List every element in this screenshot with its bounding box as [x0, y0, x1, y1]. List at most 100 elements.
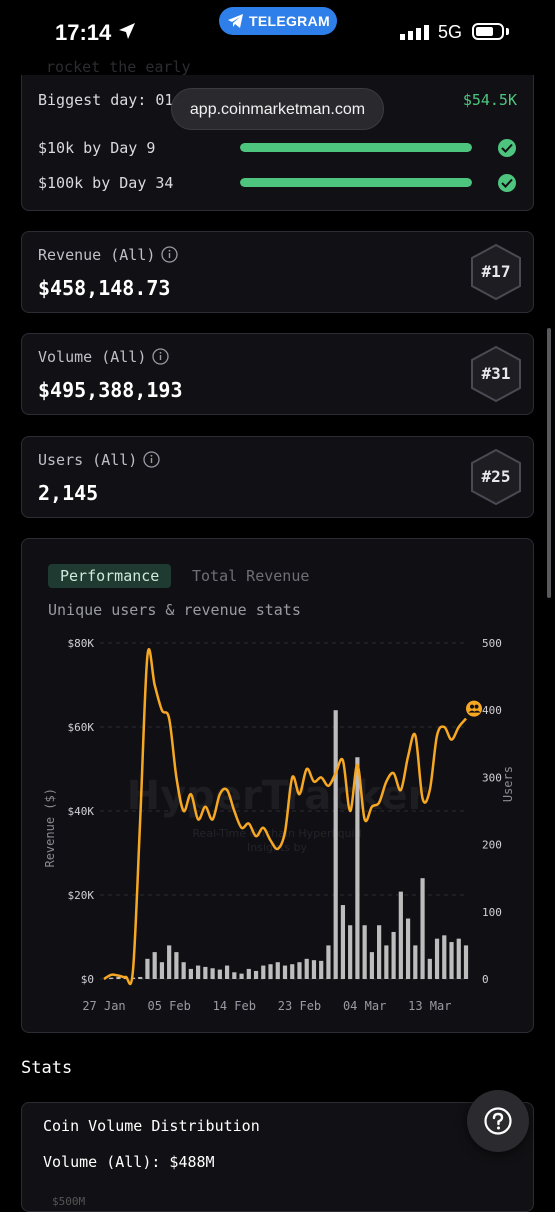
- telegram-back-pill[interactable]: TELEGRAM: [219, 7, 337, 35]
- bar-users: [116, 976, 121, 979]
- users-marker-head: [470, 704, 474, 709]
- bar-users: [159, 962, 165, 979]
- help-button[interactable]: [467, 1090, 529, 1152]
- distribution-volume: Volume (All): $488M: [43, 1153, 215, 1171]
- bar-users: [434, 938, 440, 979]
- revenue-value: $458,148.73: [38, 276, 171, 300]
- bar-users: [413, 945, 418, 979]
- bar-users: [442, 935, 447, 979]
- stats-section-title: Stats: [21, 1058, 73, 1078]
- ghost-text: rocket the early: [46, 58, 191, 76]
- check-circle-icon: [498, 174, 516, 192]
- x-tick-label: 14 Feb: [213, 999, 256, 1013]
- y-axis-label-left: Revenue ($): [43, 788, 57, 867]
- location-arrow-icon: [118, 22, 136, 44]
- users-marker-body: [468, 710, 481, 713]
- bar-users: [297, 962, 302, 979]
- bar-users: [427, 958, 432, 979]
- performance-chart-card: Performance Total Revenue Unique users &…: [21, 538, 534, 1033]
- x-tick-label: 27 Jan: [82, 999, 125, 1013]
- biggest-day-value: $54.5K: [462, 91, 517, 109]
- signal-icon: [400, 24, 430, 46]
- bar-users: [253, 970, 259, 979]
- y-tick-label-right: 100: [482, 906, 502, 919]
- bar-users: [196, 965, 201, 979]
- distribution-tick: $500M: [52, 1195, 86, 1208]
- page-scrollbar[interactable]: [547, 328, 551, 598]
- rank-badge: #17: [468, 242, 524, 302]
- milestone-progress-1: [240, 143, 472, 152]
- bar-users: [203, 966, 208, 979]
- users-title: Users (All): [38, 451, 160, 469]
- bar-users: [188, 968, 193, 979]
- info-icon[interactable]: [152, 348, 170, 365]
- bar-users: [311, 960, 317, 979]
- bar-users: [290, 964, 295, 979]
- biggest-day-label: Biggest day: 01: [38, 91, 174, 109]
- bar-users: [420, 878, 425, 979]
- volume-value: $495,388,193: [38, 378, 183, 402]
- revenue-card: Revenue (All) $458,148.73 #17: [21, 231, 534, 313]
- bar-users: [174, 952, 179, 979]
- bar-users: [246, 968, 251, 979]
- coin-volume-distribution-card: Coin Volume Distribution Volume (All): $…: [21, 1102, 534, 1212]
- bar-users: [224, 965, 230, 979]
- question-mark-icon: [484, 1107, 512, 1135]
- bar-users: [261, 965, 266, 979]
- milestone-label-2: $100k by Day 34: [38, 174, 174, 192]
- y-tick-label-right: 200: [482, 839, 502, 852]
- bar-users: [449, 942, 454, 979]
- users-value: 2,145: [38, 481, 99, 505]
- bar-users: [232, 972, 237, 979]
- bar-users: [398, 891, 403, 979]
- telegram-label: TELEGRAM: [249, 13, 330, 29]
- bar-users: [405, 918, 411, 979]
- rank-badge: #25: [468, 447, 524, 507]
- bar-users: [319, 960, 324, 979]
- chart-subtitle: Unique users & revenue stats: [48, 601, 301, 619]
- x-tick-label: 04 Mar: [343, 999, 386, 1013]
- tab-performance[interactable]: Performance: [48, 564, 172, 588]
- performance-chart: $0$20K$40K$60K$80K0100200300400500HyperT…: [43, 637, 515, 1013]
- battery-icon: [472, 23, 504, 40]
- bar-users: [355, 757, 360, 979]
- bar-users: [348, 925, 353, 979]
- status-bar: 17:14 TELEGRAM 5G: [0, 0, 555, 62]
- milestone-label-1: $10k by Day 9: [38, 139, 156, 157]
- bar-users: [152, 952, 157, 979]
- revenue-title: Revenue (All): [38, 246, 179, 264]
- users-marker-icon: [466, 700, 482, 717]
- chart-watermark-sub-1: Real-Time Onchain Hyperliquid: [192, 827, 361, 840]
- bar-users: [456, 938, 461, 979]
- y-axis-label-right: Users: [501, 766, 515, 802]
- bar-users: [167, 945, 172, 979]
- info-icon[interactable]: [161, 246, 179, 263]
- bar-users: [239, 973, 244, 979]
- bar-users: [275, 962, 280, 979]
- bar-users: [109, 977, 114, 979]
- tab-total-revenue[interactable]: Total Revenue: [192, 567, 310, 585]
- bar-users: [326, 945, 331, 979]
- info-icon[interactable]: [143, 451, 160, 468]
- y-tick-label-right: 300: [482, 771, 502, 784]
- bar-users: [282, 965, 288, 979]
- users-card: Users (All) 2,145 #25: [21, 436, 534, 518]
- telegram-icon: [228, 14, 243, 28]
- chart-watermark-sub-2: Insights by: [247, 841, 307, 854]
- volume-title: Volume (All): [38, 348, 170, 366]
- bar-users: [369, 952, 374, 979]
- bar-users: [362, 925, 367, 979]
- url-toast[interactable]: app.coinmarketman.com: [171, 88, 384, 130]
- bar-users: [391, 931, 396, 979]
- bar-users: [210, 968, 215, 979]
- y-tick-label-left: $40K: [68, 805, 95, 818]
- bar-users: [138, 976, 143, 979]
- y-tick-label-left: $0: [81, 973, 94, 986]
- status-time: 17:14: [55, 20, 112, 45]
- bar-users: [181, 962, 186, 979]
- y-tick-label-left: $60K: [68, 721, 95, 734]
- battery-tip: [506, 28, 509, 35]
- revenue-line: [103, 647, 467, 986]
- users-marker-head: [474, 704, 479, 709]
- y-tick-label-right: 400: [482, 704, 502, 717]
